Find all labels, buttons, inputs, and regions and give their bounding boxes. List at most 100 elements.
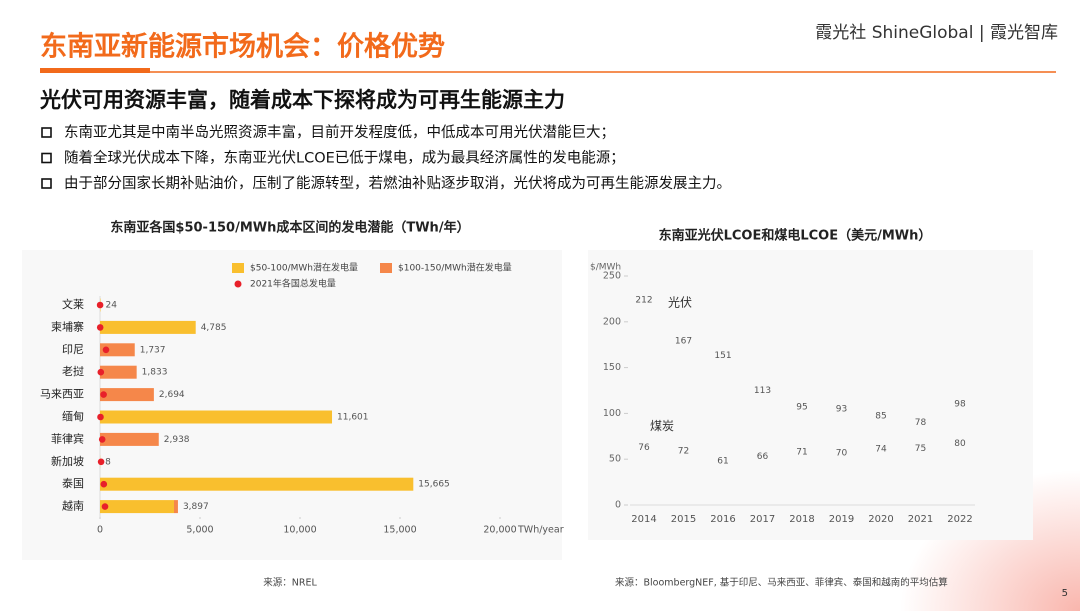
bar-total-label: 2,938 bbox=[164, 435, 190, 445]
y-tick-label: 柬埔寨 bbox=[51, 319, 84, 333]
data-label: 151 bbox=[714, 351, 731, 361]
bar-total-label: 1,833 bbox=[142, 368, 168, 378]
slide-title: 东南亚新能源市场机会：价格优势 bbox=[40, 31, 445, 63]
chart-panel bbox=[22, 250, 562, 560]
legend-swatch bbox=[380, 263, 392, 273]
data-label: 78 bbox=[915, 418, 927, 428]
bar-segment bbox=[100, 478, 413, 491]
bar-segment bbox=[100, 500, 174, 513]
x-tick-label: 0 bbox=[97, 525, 103, 536]
bar-segment bbox=[100, 411, 332, 424]
bullet-text: 随着全球光伏成本下降，东南亚光伏LCOE已低于煤电，成为最具经济属性的发电能源； bbox=[64, 149, 625, 167]
x-tick-label: 10,000 bbox=[283, 525, 316, 536]
bar-segment bbox=[100, 366, 137, 379]
bar-total-label: 4,785 bbox=[201, 323, 227, 333]
dot-marker bbox=[102, 503, 109, 510]
data-label: 72 bbox=[678, 447, 689, 457]
x-tick-label: 2021 bbox=[908, 514, 933, 525]
y-tick-label: 缅甸 bbox=[62, 409, 84, 423]
x-tick-label: 2017 bbox=[750, 514, 775, 525]
dot-marker bbox=[97, 324, 104, 331]
y-tick-label: 泰国 bbox=[62, 476, 84, 490]
series-name-label: 光伏 bbox=[668, 295, 692, 309]
y-tick-label: 150 bbox=[603, 362, 621, 373]
bullet-box bbox=[42, 128, 51, 137]
y-tick-label: 印尼 bbox=[62, 343, 84, 356]
x-axis-unit: TWh/year bbox=[517, 525, 564, 536]
x-tick-label: 2020 bbox=[868, 514, 893, 525]
y-tick-label: 文莱 bbox=[62, 297, 84, 311]
bar-total-label: 15,665 bbox=[418, 480, 450, 490]
x-tick-label: 5,000 bbox=[186, 525, 213, 536]
y-tick-label: 越南 bbox=[62, 499, 84, 513]
data-label: 95 bbox=[796, 402, 807, 412]
legend-label: 2021年各国总发电量 bbox=[250, 278, 336, 290]
y-tick-label: 250 bbox=[603, 271, 621, 282]
data-label: 76 bbox=[638, 443, 650, 453]
source: 来源：BloombergNEF, 基于印尼、马来西亚、菲律宾、泰国和越南的平均估… bbox=[615, 577, 948, 589]
legend-swatch bbox=[235, 281, 242, 288]
y-tick-label: 老挝 bbox=[62, 364, 84, 378]
series-name-label: 煤炭 bbox=[650, 419, 674, 433]
dot-marker bbox=[99, 436, 106, 443]
data-label: 61 bbox=[717, 457, 728, 467]
data-label: 80 bbox=[954, 439, 966, 449]
data-label: 70 bbox=[836, 448, 848, 458]
x-tick-label: 2022 bbox=[947, 514, 972, 525]
dot-marker bbox=[100, 391, 107, 398]
dot-marker bbox=[97, 302, 104, 309]
bullet-box bbox=[42, 154, 51, 163]
bar-total-label: 1,737 bbox=[140, 345, 166, 355]
x-tick-label: 2015 bbox=[671, 514, 696, 525]
logo: 霞光社 ShineGlobal | 霞光智库 bbox=[815, 23, 1058, 43]
x-tick-label: 2018 bbox=[789, 514, 814, 525]
title-underline bbox=[40, 68, 150, 73]
bar-total-label: 24 bbox=[105, 301, 117, 311]
y-tick-label: 0 bbox=[615, 500, 621, 511]
data-label: 167 bbox=[675, 337, 692, 347]
bullet-text: 东南亚尤其是中南半岛光照资源丰富，目前开发程度低，中低成本可用光伏潜能巨大； bbox=[64, 123, 615, 141]
data-label: 71 bbox=[796, 447, 807, 457]
chart-panel bbox=[588, 250, 1033, 540]
page-number: 5 bbox=[1062, 588, 1068, 599]
x-tick-label: 15,000 bbox=[383, 525, 416, 536]
bar-total-label: 11,601 bbox=[337, 413, 369, 423]
legend-swatch bbox=[232, 263, 244, 273]
data-label: 212 bbox=[635, 295, 652, 305]
y-tick-label: 100 bbox=[603, 408, 621, 419]
data-label: 66 bbox=[757, 452, 769, 462]
y-tick-label: 新加坡 bbox=[51, 454, 84, 468]
x-tick-label: 2016 bbox=[710, 514, 735, 525]
bar-segment bbox=[174, 500, 178, 513]
subtitle: 光伏可用资源丰富，随着成本下探将成为可再生能源主力 bbox=[39, 88, 565, 112]
bar-segment bbox=[100, 433, 159, 446]
dot-marker bbox=[97, 414, 104, 421]
dot-marker bbox=[101, 481, 108, 488]
data-label: 93 bbox=[836, 404, 847, 414]
bar-segment bbox=[100, 321, 196, 334]
data-label: 75 bbox=[915, 444, 926, 454]
dot-marker bbox=[98, 369, 105, 376]
y-tick-label: 马来西亚 bbox=[40, 388, 84, 401]
y-tick-label: 200 bbox=[603, 316, 621, 327]
y-tick-label: 50 bbox=[609, 454, 621, 465]
bar-total-label: 2,694 bbox=[159, 390, 185, 400]
data-label: 85 bbox=[875, 412, 886, 422]
data-label: 113 bbox=[754, 386, 771, 396]
x-tick-label: 2014 bbox=[631, 514, 656, 525]
chart-title: 东南亚光伏LCOE和煤电LCOE（美元/MWh） bbox=[659, 228, 932, 244]
x-tick-label: 2019 bbox=[829, 514, 854, 525]
legend-label: $50-100/MWh潜在发电量 bbox=[250, 262, 358, 274]
y-tick-label: 菲律宾 bbox=[51, 431, 84, 445]
bullet-box bbox=[42, 179, 51, 188]
data-label: 74 bbox=[875, 445, 887, 455]
bar-total-label: 3,897 bbox=[183, 502, 209, 512]
x-tick-label: 20,000 bbox=[483, 525, 516, 536]
bar-segment bbox=[100, 388, 154, 401]
data-label: 98 bbox=[954, 400, 966, 410]
dot-marker bbox=[103, 347, 110, 354]
chart-title: 东南亚各国$50-150/MWh成本区间的发电潜能（TWh/年） bbox=[110, 220, 469, 236]
bar-total-label: 8 bbox=[105, 457, 111, 467]
dot-marker bbox=[98, 459, 105, 466]
